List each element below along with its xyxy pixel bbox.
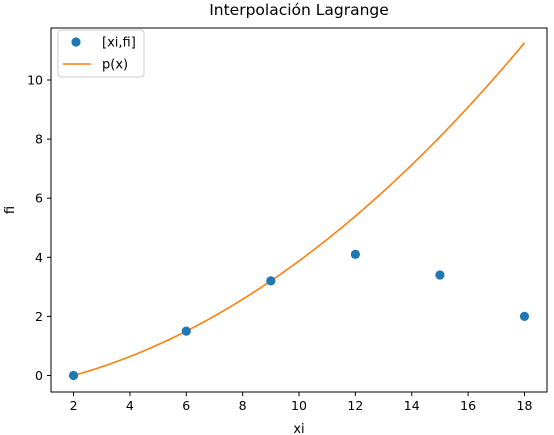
legend-marker-points	[71, 37, 81, 47]
x-tick-label: 12	[347, 398, 363, 413]
data-point	[181, 326, 191, 336]
y-tick-label: 0	[35, 368, 43, 383]
y-tick-label: 8	[35, 132, 43, 147]
y-tick-label: 4	[35, 250, 43, 265]
data-point	[519, 311, 530, 321]
plot-area	[51, 28, 547, 392]
x-tick-label: 10	[291, 398, 307, 413]
data-point	[68, 370, 79, 381]
y-tick-label: 6	[35, 191, 43, 206]
y-axis: 0 2 4 6 8 10	[27, 73, 51, 383]
legend-label-p-x: p(x)	[102, 58, 128, 73]
x-axis: 2 4 6 8 10 12 14 16 18	[70, 392, 533, 413]
x-tick-label: 4	[126, 398, 134, 413]
legend-label-points: [xi,fi]	[102, 36, 136, 51]
x-axis-label: xi	[293, 422, 304, 435]
data-point	[350, 249, 360, 259]
chart-title: Interpolación Lagrange	[209, 1, 389, 19]
x-tick-label: 14	[404, 398, 420, 413]
data-point	[435, 270, 445, 280]
x-tick-label: 2	[70, 398, 78, 413]
y-tick-label: 2	[35, 309, 43, 324]
x-tick-label: 18	[517, 398, 533, 413]
series-line-p-x	[73, 42, 526, 377]
legend: [xi,fi] p(x)	[57, 29, 145, 78]
x-tick-label: 6	[182, 398, 190, 413]
y-tick-label: 10	[27, 73, 43, 88]
x-tick-label: 8	[239, 398, 247, 413]
x-tick-label: 16	[460, 398, 476, 413]
series-layer	[68, 42, 530, 381]
y-axis-label: fi	[3, 206, 18, 214]
data-point	[266, 276, 276, 286]
